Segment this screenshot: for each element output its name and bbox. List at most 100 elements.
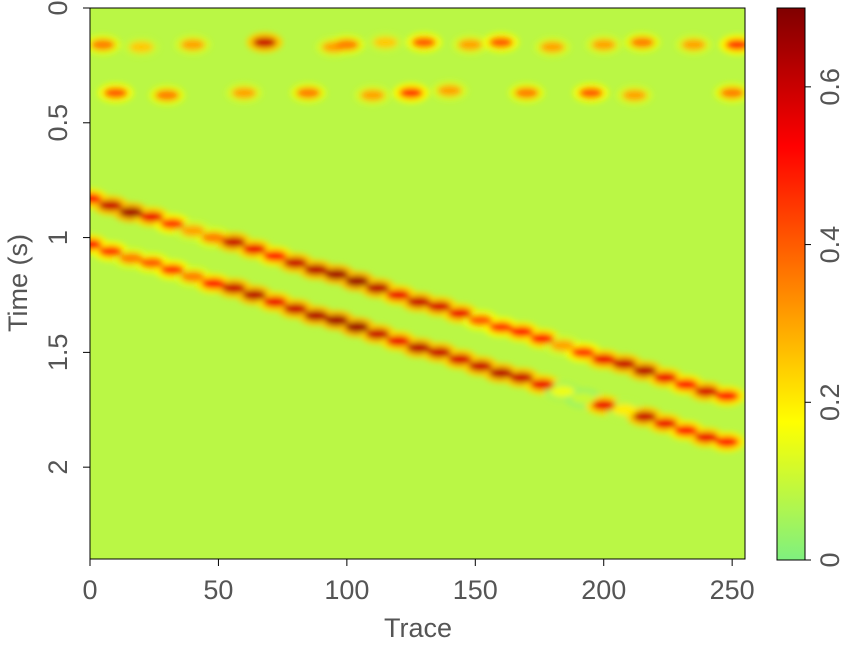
blob	[129, 41, 154, 53]
blob	[591, 399, 616, 411]
blob	[324, 314, 349, 326]
blob	[673, 379, 698, 391]
blob	[90, 238, 102, 250]
blob	[304, 264, 329, 276]
blob	[591, 353, 616, 365]
blob	[715, 436, 740, 448]
blob	[365, 328, 390, 340]
blob	[406, 296, 431, 308]
blob	[411, 36, 436, 48]
y-tick-label: 2	[43, 460, 73, 475]
blob	[365, 282, 390, 294]
blob	[694, 385, 719, 397]
blob	[458, 39, 483, 51]
x-tick-label: 100	[324, 575, 369, 605]
y-tick-label: 0	[43, 0, 73, 15]
blob	[221, 236, 246, 248]
blob	[591, 39, 616, 51]
blob	[283, 303, 308, 315]
blob	[180, 39, 205, 51]
blob	[622, 89, 647, 101]
blob	[90, 39, 115, 51]
blob	[447, 307, 472, 319]
blob	[673, 424, 698, 436]
blob	[725, 39, 745, 51]
blob	[715, 390, 740, 402]
colorbar-tick-label: 0.2	[815, 384, 845, 422]
blob	[427, 346, 452, 358]
blob	[345, 321, 370, 333]
y-tick-label: 1.5	[43, 334, 73, 372]
blob	[242, 243, 267, 255]
blob	[252, 36, 277, 48]
blob	[571, 392, 596, 404]
blob	[334, 39, 359, 51]
blob	[283, 257, 308, 269]
blob	[155, 89, 180, 101]
blob	[427, 300, 452, 312]
blob	[571, 346, 596, 358]
y-tick-label: 1	[43, 230, 73, 245]
blob	[119, 252, 144, 264]
blob	[399, 87, 424, 99]
colorbar	[776, 7, 806, 561]
blob	[694, 431, 719, 443]
blob	[468, 314, 493, 326]
blob	[386, 335, 411, 347]
blob	[386, 289, 411, 301]
blob	[180, 271, 205, 283]
colorbar-tick-label: 0.4	[815, 226, 845, 264]
blob	[653, 418, 678, 430]
blob	[304, 310, 329, 322]
blob	[119, 206, 144, 218]
blob	[90, 193, 102, 205]
blob	[653, 372, 678, 384]
blob	[345, 275, 370, 287]
blob	[180, 225, 205, 237]
colorbar-tick-label: 0	[815, 552, 845, 567]
blob	[262, 250, 287, 262]
blob	[509, 372, 534, 384]
blob	[720, 87, 745, 99]
blob	[242, 289, 267, 301]
blob	[632, 365, 657, 377]
blob	[630, 36, 655, 48]
y-axis-label: Time (s)	[3, 234, 33, 332]
blob	[509, 326, 534, 338]
blob	[437, 85, 462, 97]
x-tick-label: 200	[581, 575, 626, 605]
y-tick-label: 0.5	[43, 104, 73, 142]
blob	[530, 379, 555, 391]
blob	[160, 218, 185, 230]
blob	[139, 211, 164, 223]
blob	[612, 404, 637, 416]
heatmap-blobs	[90, 32, 745, 452]
blob	[103, 87, 128, 99]
blob	[540, 41, 565, 53]
blob	[360, 89, 385, 101]
blob	[488, 367, 513, 379]
x-tick-label: 50	[203, 575, 233, 605]
blob	[488, 36, 513, 48]
blob	[468, 360, 493, 372]
blob	[447, 353, 472, 365]
blob	[681, 39, 706, 51]
blob	[514, 87, 539, 99]
blob	[221, 282, 246, 294]
blob	[324, 268, 349, 280]
blob	[160, 264, 185, 276]
blob	[98, 199, 123, 211]
blob	[550, 339, 575, 351]
blob	[139, 257, 164, 269]
blob	[578, 87, 603, 99]
blob	[201, 278, 226, 289]
blob	[406, 342, 431, 354]
x-tick-label: 0	[82, 575, 97, 605]
blob	[632, 411, 657, 423]
x-tick-label: 250	[710, 575, 755, 605]
blob	[550, 385, 575, 397]
blob	[262, 296, 287, 308]
x-tick-label: 150	[453, 575, 498, 605]
colorbar-tick-label: 0.6	[815, 68, 845, 106]
